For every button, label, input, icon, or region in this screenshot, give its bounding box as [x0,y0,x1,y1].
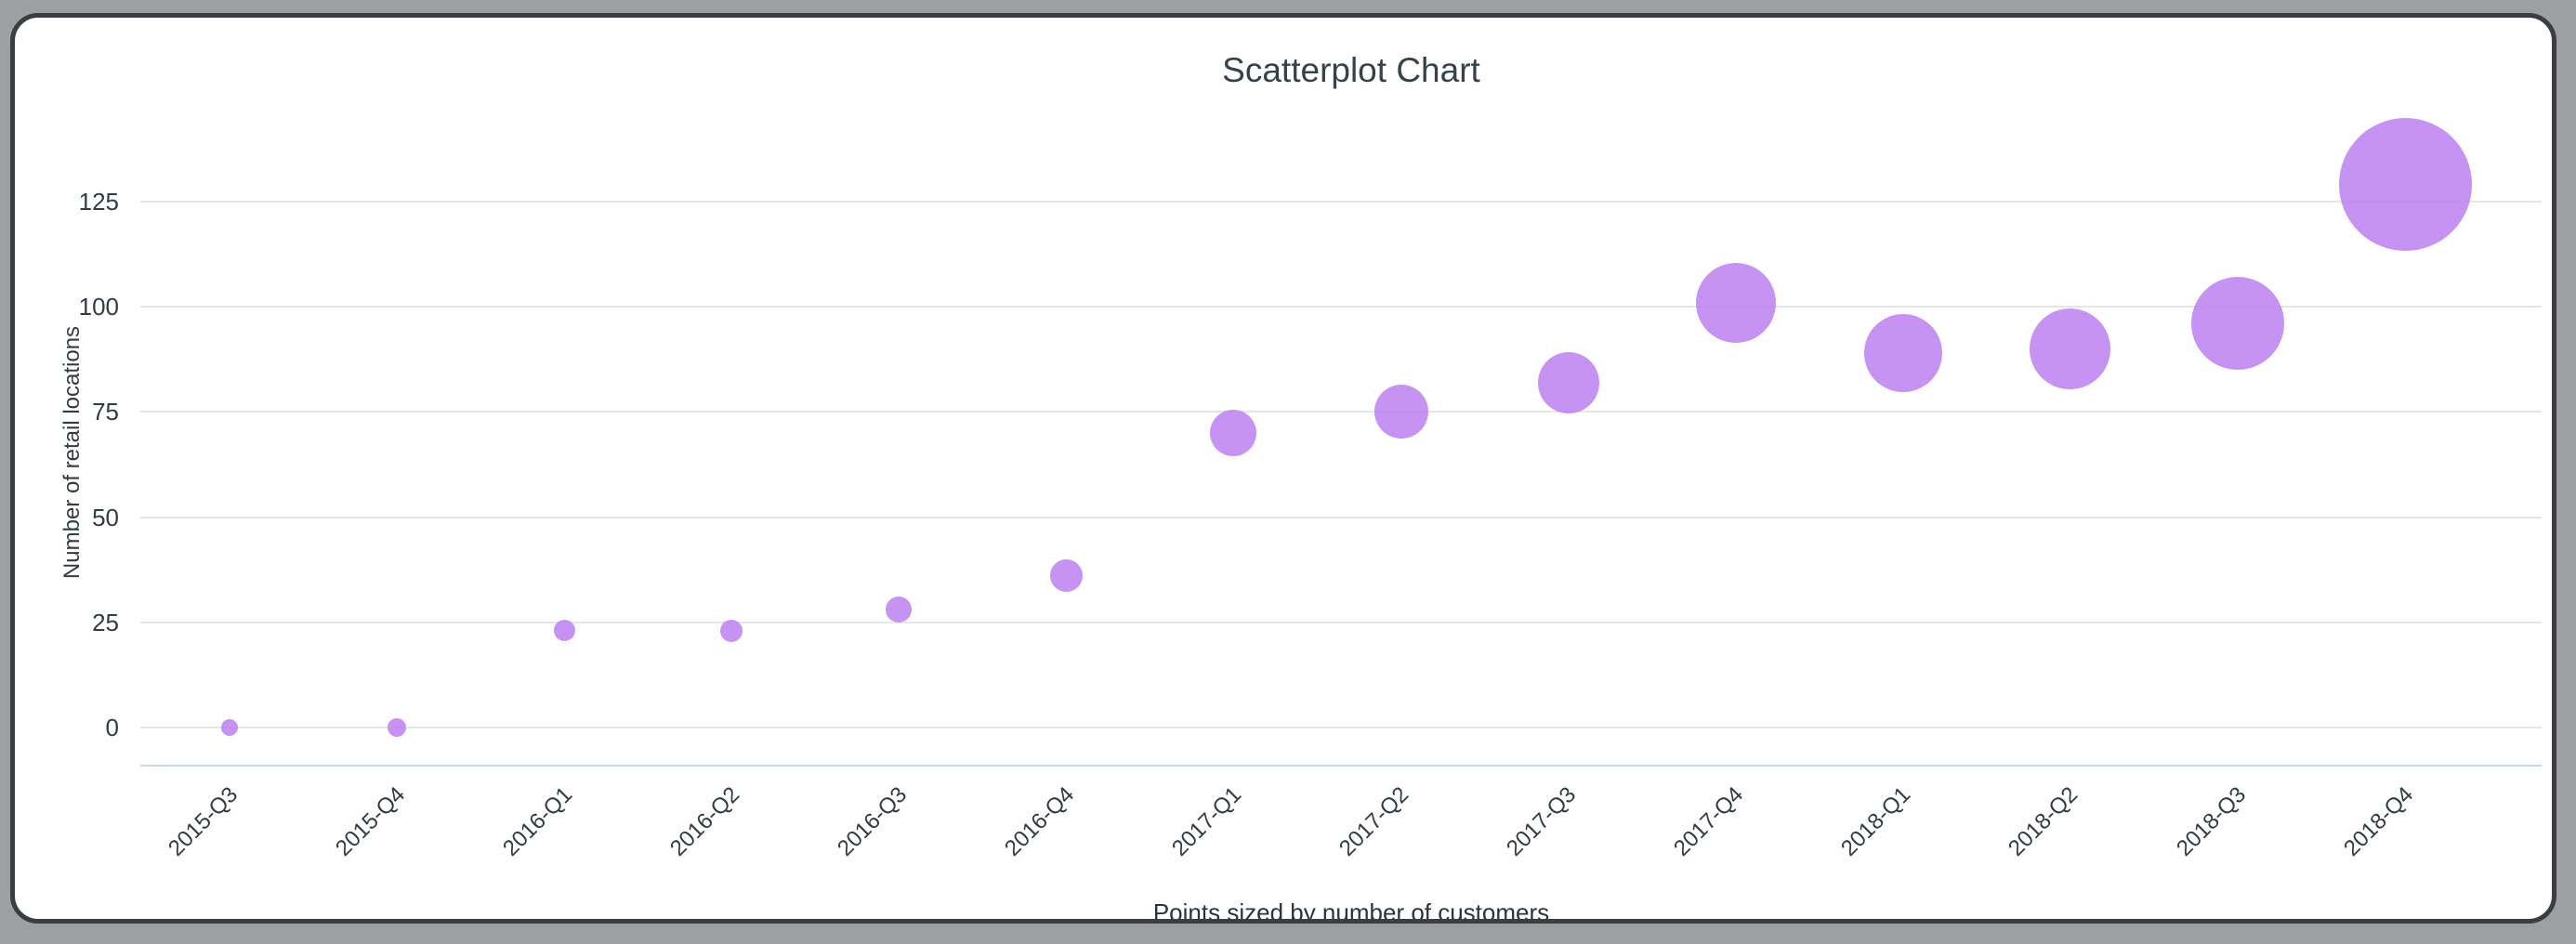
data-point[interactable] [1049,559,1083,593]
data-point[interactable] [1695,262,1776,343]
x-tick-label: 2016-Q2 [664,781,745,861]
x-tick-label: 2018-Q4 [2338,781,2418,861]
gridline [140,621,2542,623]
x-tick-label: 2017-Q2 [1334,781,1414,861]
x-tick-label: 2015-Q4 [330,781,410,861]
y-tick-label: 25 [92,608,119,636]
y-tick-label: 50 [92,503,119,531]
data-point[interactable] [1373,385,1428,439]
data-point[interactable] [2338,118,2472,252]
y-tick-label: 75 [92,398,119,426]
x-tick-label: 2018-Q2 [2004,781,2083,861]
x-axis-line [140,765,2542,767]
x-tick-label: 2018-Q1 [1836,781,1916,861]
y-axis-title: Number of retail locations [59,325,85,580]
data-point[interactable] [1210,410,1257,457]
gridline [140,727,2542,728]
data-point[interactable] [1863,314,1942,392]
chart-caption: Points sized by number of customers [1152,898,1550,924]
y-tick-label: 100 [78,293,119,321]
x-tick-label: 2016-Q3 [832,781,913,861]
gridline [140,411,2542,413]
chart-card: Scatterplot Chart Number of retail locat… [10,13,2556,924]
x-tick-label: 2017-Q4 [1669,781,1749,861]
data-point[interactable] [388,718,407,737]
x-tick-label: 2015-Q3 [163,781,243,861]
data-point[interactable] [2190,277,2284,371]
x-tick-label: 2016-Q4 [1000,781,1080,861]
gridline [140,201,2542,203]
y-tick-label: 0 [105,714,119,741]
x-tick-label: 2017-Q1 [1167,781,1247,861]
data-point[interactable] [221,719,238,736]
chart-title: Scatterplot Chart [1222,51,1480,89]
data-point[interactable] [720,619,743,642]
data-point[interactable] [886,597,913,623]
data-point[interactable] [1537,351,1599,413]
x-tick-label: 2017-Q3 [1502,781,1582,861]
x-tick-label: 2018-Q3 [2171,781,2251,861]
y-tick-label: 125 [78,188,119,216]
x-tick-label: 2016-Q1 [497,781,577,861]
gridline [140,516,2542,518]
gridline [140,306,2542,308]
data-point[interactable] [2030,308,2111,389]
data-point[interactable] [553,620,575,642]
